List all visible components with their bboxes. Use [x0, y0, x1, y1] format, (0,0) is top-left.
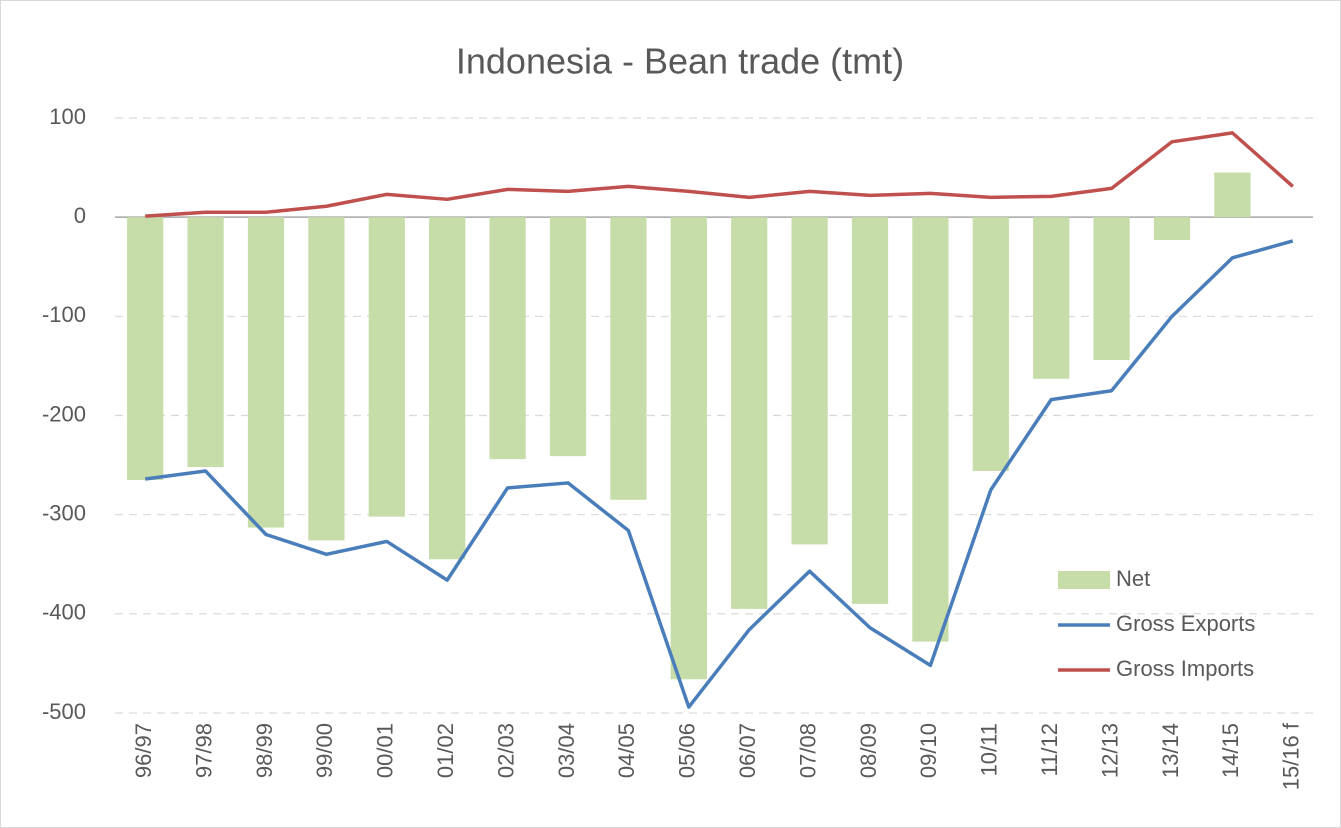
- bar: [851, 217, 889, 604]
- x-tick-label: 96/97: [131, 723, 156, 778]
- bar: [731, 217, 768, 609]
- bar: [1033, 217, 1070, 379]
- legend-label: Net: [1116, 566, 1150, 591]
- bar: [247, 217, 285, 528]
- y-tick-label: -300: [42, 500, 86, 525]
- x-tick-label: 13/14: [1158, 723, 1183, 778]
- legend-label: Gross Imports: [1116, 656, 1254, 681]
- x-tick-label: 99/00: [312, 723, 337, 778]
- x-tick-label: 00/01: [373, 723, 398, 778]
- bar: [1153, 217, 1191, 240]
- x-tick-label: 04/05: [614, 723, 639, 778]
- x-tick-label: 05/06: [675, 723, 700, 778]
- x-tick-label: 01/02: [433, 723, 458, 778]
- bar: [791, 217, 828, 545]
- bar: [127, 217, 164, 480]
- x-tick-label: 14/15: [1218, 723, 1243, 778]
- x-tick-label: 98/99: [252, 723, 277, 778]
- y-tick-label: -400: [42, 600, 86, 625]
- x-tick-label: 09/10: [916, 723, 941, 778]
- line-series: [145, 131, 1294, 218]
- bar: [308, 217, 345, 541]
- x-tick-label: 12/13: [1097, 723, 1122, 778]
- bar: [610, 217, 647, 500]
- bar: [549, 217, 587, 457]
- legend-label: Gross Exports: [1116, 611, 1255, 636]
- line-series: [144, 239, 1294, 709]
- x-tick-label: 15/16 f: [1279, 722, 1304, 790]
- y-tick-label: -100: [42, 302, 86, 327]
- bar: [489, 217, 526, 460]
- bar: [670, 217, 707, 680]
- bar: [912, 217, 949, 642]
- x-tick-label: 07/08: [795, 723, 820, 778]
- x-tick-label: 10/11: [977, 723, 1002, 776]
- x-tick-label: 97/98: [191, 723, 216, 778]
- bar: [972, 217, 1009, 472]
- x-tick-label: 06/07: [735, 723, 760, 778]
- x-tick-label: 08/09: [856, 723, 881, 778]
- bar: [1214, 172, 1251, 218]
- bar: [429, 217, 466, 560]
- x-tick-label: 03/04: [554, 723, 579, 778]
- x-tick-label: 02/03: [493, 723, 518, 778]
- legend-swatch: [1058, 571, 1110, 589]
- chart-title: Indonesia - Bean trade (tmt): [456, 41, 904, 82]
- bar: [1093, 217, 1130, 360]
- bar: [368, 217, 405, 517]
- y-tick-label: 100: [49, 104, 86, 129]
- x-tick-label: 11/12: [1037, 723, 1062, 776]
- y-tick-label: 0: [74, 203, 86, 228]
- bar: [187, 217, 224, 468]
- y-tick-label: -500: [42, 699, 86, 724]
- y-tick-label: -200: [42, 401, 86, 426]
